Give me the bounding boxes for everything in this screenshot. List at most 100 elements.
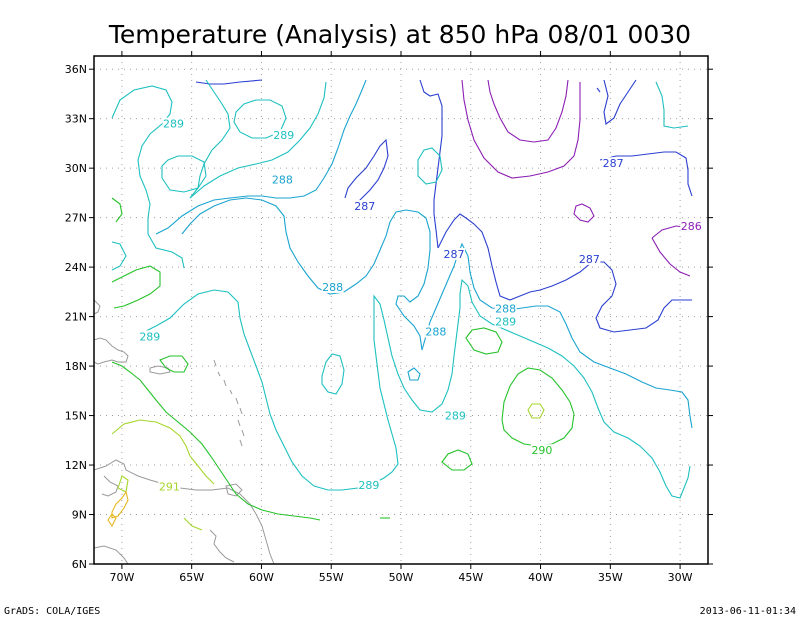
contour-label-bg bbox=[271, 173, 294, 186]
contour-290 bbox=[465, 327, 503, 355]
contour-label-bg bbox=[444, 409, 467, 422]
contour-289 bbox=[111, 85, 185, 269]
contour-288 bbox=[181, 197, 431, 351]
contour-label-bg bbox=[494, 315, 517, 328]
contour-291 bbox=[527, 403, 545, 419]
contour-label-bg bbox=[272, 129, 295, 142]
contour-287 bbox=[437, 213, 692, 333]
grid-lines bbox=[94, 56, 708, 565]
coastline-trinidad bbox=[225, 483, 243, 497]
contour-label: 287 bbox=[354, 200, 375, 213]
contour-label-bg bbox=[443, 247, 466, 260]
coastline-lesser-antilles bbox=[213, 359, 245, 447]
contour-286 bbox=[573, 203, 595, 223]
coastline-orinoco bbox=[209, 529, 235, 563]
y-tick-label: 15N bbox=[65, 410, 87, 423]
contour-label: 290 bbox=[531, 444, 552, 457]
contour-label: 287 bbox=[579, 253, 600, 266]
y-axis-ticks: 6N 9N 12N 15N 18N 21N 24N 27N 30N 33N 36N bbox=[65, 63, 713, 571]
chart-title: Temperature (Analysis) at 850 hPa 08/01 … bbox=[108, 20, 691, 49]
y-tick-label: 18N bbox=[65, 360, 87, 373]
contour-label: 289 bbox=[445, 410, 466, 423]
contour-289 bbox=[417, 147, 443, 185]
contour-label-bg bbox=[530, 444, 553, 457]
contour-289 bbox=[111, 241, 127, 271]
contour-290 bbox=[501, 367, 575, 447]
y-tick-label: 12N bbox=[65, 459, 87, 472]
contour-label-bg bbox=[578, 252, 601, 265]
contour-290 bbox=[111, 361, 321, 521]
y-tick-label: 30N bbox=[65, 162, 87, 175]
contour-289 bbox=[655, 81, 689, 129]
contour-label-bg bbox=[158, 480, 181, 493]
contour-290 bbox=[111, 265, 161, 309]
x-tick-label: 65W bbox=[179, 571, 204, 584]
y-tick-label: 36N bbox=[65, 63, 87, 76]
contour-label: 289 bbox=[139, 330, 160, 343]
contour-label: 288 bbox=[272, 174, 293, 187]
contour-291 bbox=[183, 517, 203, 531]
contour-label: 287 bbox=[603, 157, 624, 170]
contour-289 bbox=[161, 155, 207, 193]
y-tick-label: 33N bbox=[65, 113, 87, 126]
contour-label: 289 bbox=[358, 479, 379, 492]
contour-287 bbox=[195, 79, 263, 85]
contour-label-bg bbox=[321, 280, 344, 293]
contour-289 bbox=[189, 79, 231, 199]
contour-290 bbox=[441, 449, 473, 471]
contour-label: 291 bbox=[159, 480, 180, 493]
y-tick-label: 6N bbox=[72, 558, 87, 571]
contour-289 bbox=[189, 81, 327, 199]
contour-287 bbox=[596, 87, 601, 93]
x-tick-label: 70W bbox=[109, 571, 134, 584]
footer-credit: GrADS: COLA/IGES bbox=[4, 606, 100, 617]
contour-label: 289 bbox=[273, 129, 294, 142]
coastline-puerto-rico bbox=[149, 365, 171, 375]
coastline-venezuela-bay bbox=[101, 475, 119, 497]
contour-288 bbox=[155, 79, 367, 235]
contour-290 bbox=[159, 355, 189, 373]
contour-label: 289 bbox=[495, 316, 516, 329]
contour-286 bbox=[461, 79, 581, 179]
coastline-south-america bbox=[93, 459, 275, 565]
coastline-north-panhandle bbox=[93, 299, 101, 315]
y-tick-label: 27N bbox=[65, 212, 87, 225]
footer-timestamp: 2013-06-11-01:34 bbox=[700, 606, 796, 617]
contour-label: 287 bbox=[444, 248, 465, 261]
contour-286 bbox=[651, 237, 691, 277]
contour-label-bg bbox=[138, 330, 161, 343]
contour-287 bbox=[344, 138, 389, 207]
x-tick-label: 45W bbox=[458, 571, 483, 584]
y-tick-label: 21N bbox=[65, 311, 87, 324]
contour-289 bbox=[321, 353, 345, 395]
x-tick-label: 50W bbox=[389, 571, 414, 584]
contour-292 bbox=[111, 490, 129, 519]
coastlines bbox=[93, 299, 275, 565]
contour-label-bg bbox=[357, 478, 380, 491]
contour-lines bbox=[107, 79, 693, 531]
contour-label-bg bbox=[680, 219, 703, 232]
contour-287 bbox=[599, 151, 693, 197]
contour-292 bbox=[107, 513, 117, 528]
contour-label: 288 bbox=[322, 281, 343, 294]
contour-289 bbox=[139, 278, 691, 499]
contour-291 bbox=[111, 419, 215, 485]
plot-frame bbox=[93, 55, 709, 565]
contour-289 bbox=[233, 99, 287, 139]
contour-287 bbox=[419, 79, 443, 249]
x-tick-label: 40W bbox=[528, 571, 553, 584]
y-tick-label: 9N bbox=[72, 509, 87, 522]
contour-label-bg bbox=[162, 117, 185, 130]
contour-label: 288 bbox=[495, 302, 516, 315]
contour-label: 289 bbox=[163, 118, 184, 131]
contour-290 bbox=[111, 197, 123, 223]
y-tick-label: 24N bbox=[65, 261, 87, 274]
contour-label: 286 bbox=[681, 220, 702, 233]
contour-label-bg bbox=[424, 325, 447, 338]
contour-label-bg bbox=[602, 157, 625, 170]
x-tick-label: 60W bbox=[249, 571, 274, 584]
x-tick-label: 30W bbox=[668, 571, 693, 584]
contour-288 bbox=[421, 242, 693, 429]
